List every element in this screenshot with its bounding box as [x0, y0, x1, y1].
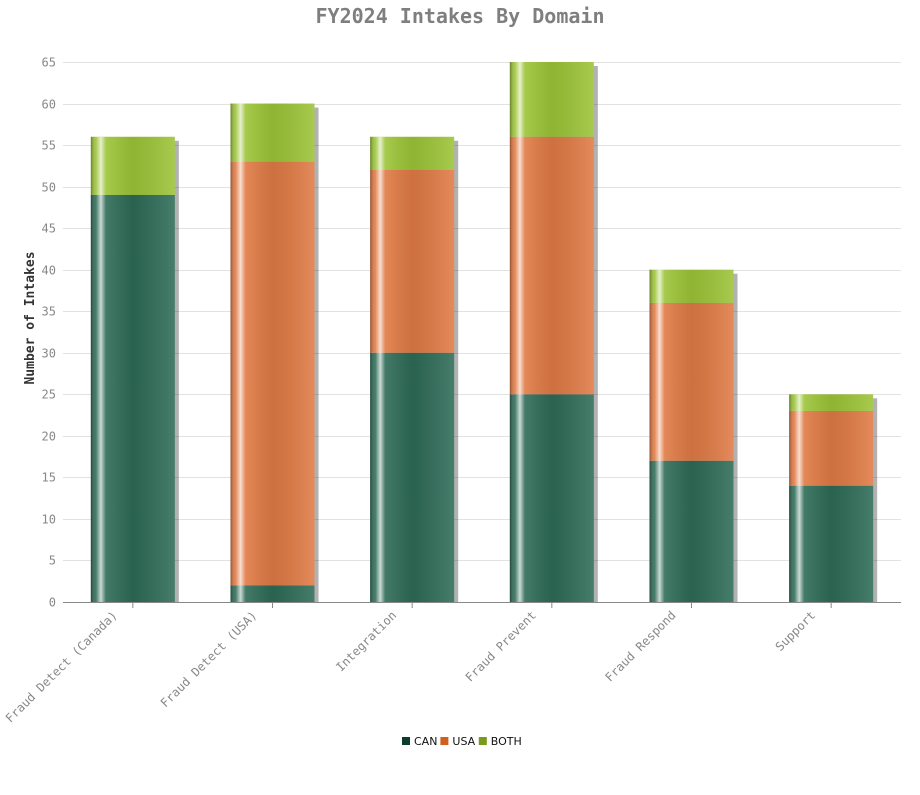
y-tick-label: 20	[42, 430, 56, 444]
bar-shadows	[94, 66, 878, 603]
bars	[90, 62, 874, 603]
legend-swatch-can	[402, 737, 410, 745]
y-tick-label: 50	[42, 181, 56, 195]
x-tick-label: Fraud Detect (Canada)	[3, 608, 120, 725]
y-tick-label: 5	[49, 554, 56, 568]
bar-gloss	[789, 394, 874, 602]
x-tick-label: Support	[773, 608, 819, 654]
y-tick-label: 65	[42, 56, 56, 70]
bar-gloss	[509, 62, 594, 602]
y-tick-label: 35	[42, 305, 56, 319]
y-tick-label: 60	[42, 98, 56, 112]
bar-gloss	[230, 103, 315, 603]
bar-gloss	[90, 136, 175, 602]
gridlines	[63, 62, 901, 561]
y-tick-label: 40	[42, 264, 56, 278]
x-tick-label: Fraud Respond	[602, 608, 678, 684]
y-tick-label: 0	[49, 596, 56, 610]
bar-gloss	[370, 136, 455, 602]
y-tick-label: 30	[42, 347, 56, 361]
x-tick-label: Integration	[333, 608, 399, 674]
legend-label-both: BOTH	[491, 735, 522, 748]
x-tick-label: Fraud Prevent	[463, 608, 539, 684]
chart-title: FY2024 Intakes By Domain	[316, 4, 605, 28]
y-axis-ticks: 0 5 10 15 20 25 30 35 40 45 50 55 60 65	[42, 56, 56, 610]
legend-swatch-both	[478, 737, 487, 745]
y-tick-label: 10	[42, 513, 56, 527]
x-tick-label: Fraud Detect (USA)	[158, 608, 260, 710]
y-tick-label: 45	[42, 222, 56, 236]
bar-gloss	[649, 269, 734, 602]
y-tick-label: 25	[42, 388, 56, 402]
y-axis-label: Number of Intakes	[23, 251, 38, 384]
y-tick-label: 15	[42, 471, 56, 485]
legend-label-can: CAN	[414, 735, 437, 748]
x-axis-ticks: Fraud Detect (Canada) Fraud Detect (USA) I…	[3, 602, 832, 725]
legend-swatch-usa	[440, 737, 449, 745]
y-tick-label: 55	[42, 139, 56, 153]
legend-label-usa: USA	[452, 735, 475, 748]
legend: CAN USA BOTH	[402, 735, 522, 748]
